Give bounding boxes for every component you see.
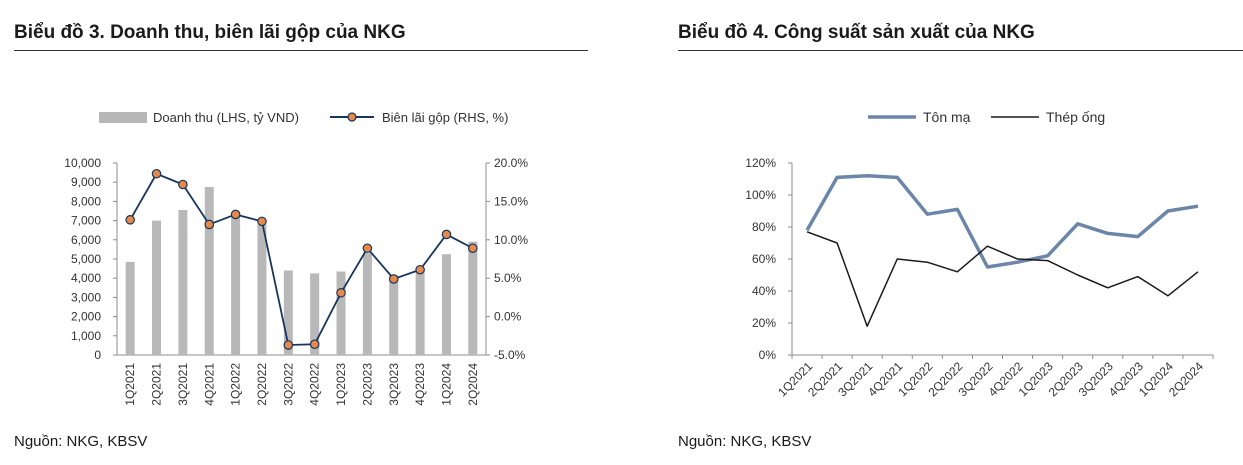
y-left-tick-label: 6,000	[71, 233, 101, 247]
revenue-bar	[468, 241, 478, 355]
margin-point	[178, 179, 188, 190]
margin-point	[151, 168, 162, 179]
revenue-bar	[125, 261, 135, 355]
revenue-bar	[336, 271, 346, 355]
y-tick-label: 60%	[752, 252, 776, 266]
x-tick-label: 2Q2024	[1166, 359, 1206, 399]
margin-point	[309, 339, 320, 350]
y-left-tick-label: 1,000	[71, 329, 101, 343]
y-right-tick-label: 20.0%	[494, 156, 528, 170]
chart3-title: Biểu đồ 3. Doanh thu, biên lãi gộp của N…	[14, 22, 406, 43]
y-left-tick-label: 4,000	[71, 271, 101, 285]
y-tick-label: 20%	[752, 316, 776, 330]
y-left-tick-label: 0	[94, 348, 101, 362]
legend-line-marker	[347, 112, 357, 122]
revenue-bar	[310, 273, 320, 355]
revenue-bar	[415, 268, 425, 355]
ton-ma-line	[805, 174, 1199, 269]
legend-ton-ma-label: Tôn mạ	[923, 109, 971, 125]
revenue-margin-chart: Doanh thu (LHS, tỷ VND) Biên lãi gộp (RHS…	[64, 110, 528, 406]
revenue-bar	[257, 224, 267, 355]
x-tick-label: 1Q2024	[439, 363, 453, 406]
x-tick-label: 2Q2021	[150, 363, 164, 406]
x-tick-label: 3Q2021	[176, 363, 190, 406]
chart4-source: Nguồn: NKG, KBSV	[678, 433, 812, 450]
x-tick-label: 1Q2023	[334, 363, 348, 406]
margin-point	[441, 229, 452, 240]
margin-point	[125, 215, 135, 225]
revenue-bar	[178, 210, 188, 355]
revenue-bar	[362, 253, 372, 355]
margin-point	[336, 287, 346, 298]
y-left-tick-label: 3,000	[71, 290, 101, 304]
x-tick-label: 2Q2022	[255, 363, 269, 406]
revenue-bar	[152, 220, 162, 355]
y-right-tick-label: 5.0%	[494, 271, 522, 285]
chart4-title-rule	[678, 50, 1243, 51]
y-right-tick-label: 10.0%	[494, 233, 528, 247]
chart4-title: Biểu đồ 4. Công suất sản xuất của NKG	[678, 22, 1035, 43]
margin-point	[415, 264, 425, 275]
chart3-source: Nguồn: NKG, KBSV	[14, 433, 148, 450]
y-tick-label: 40%	[752, 284, 776, 298]
y-right-tick-label: 0.0%	[494, 310, 522, 324]
capacity-chart: Tôn mạ Thép ống0%20%40%60%80%100%120%1Q20…	[745, 109, 1214, 399]
y-right-tick-label: -5.0%	[494, 348, 526, 362]
margin-point	[388, 274, 399, 284]
y-tick-label: 80%	[752, 220, 776, 234]
revenue-bar	[389, 275, 399, 355]
y-right-tick-label: 15.0%	[494, 194, 528, 208]
y-left-tick-label: 8,000	[71, 194, 101, 208]
legend-line-label: Biên lãi gộp (RHS, %)	[382, 110, 508, 125]
x-tick-label: 4Q2023	[413, 363, 427, 406]
margin-point	[204, 219, 215, 230]
y-left-tick-label: 2,000	[71, 310, 101, 324]
y-tick-label: 0%	[759, 348, 777, 362]
revenue-bar	[283, 270, 293, 355]
thep-ong-line	[806, 231, 1199, 327]
x-tick-label: 3Q2022	[281, 363, 295, 406]
y-left-tick-label: 9,000	[71, 175, 101, 189]
y-left-tick-label: 5,000	[71, 252, 101, 266]
margin-point	[257, 216, 267, 227]
revenue-bar	[204, 187, 214, 355]
legend-bar-label: Doanh thu (LHS, tỷ VND)	[153, 110, 299, 125]
y-tick-label: 120%	[745, 156, 776, 170]
y-left-tick-label: 10,000	[64, 156, 101, 170]
legend-thep-ong-label: Thép ống	[1046, 109, 1105, 125]
y-left-tick-label: 7,000	[71, 214, 101, 228]
x-tick-label: 4Q2022	[308, 363, 322, 406]
x-tick-label: 2Q2024	[466, 363, 480, 406]
x-tick-label: 3Q2023	[387, 363, 401, 406]
margin-point	[468, 243, 478, 254]
margin-point	[283, 340, 294, 350]
y-tick-label: 100%	[745, 188, 776, 202]
revenue-bar	[231, 214, 241, 355]
legend-bar-swatch	[99, 112, 147, 123]
x-tick-label: 4Q2021	[202, 363, 216, 406]
margin-point	[362, 243, 373, 254]
margin-point	[230, 209, 241, 220]
x-tick-label: 1Q2022	[229, 363, 243, 406]
x-tick-label: 1Q2021	[123, 363, 137, 406]
x-tick-label: 2Q2023	[360, 363, 374, 406]
chart3-title-rule	[14, 50, 588, 51]
revenue-bar	[441, 254, 451, 355]
